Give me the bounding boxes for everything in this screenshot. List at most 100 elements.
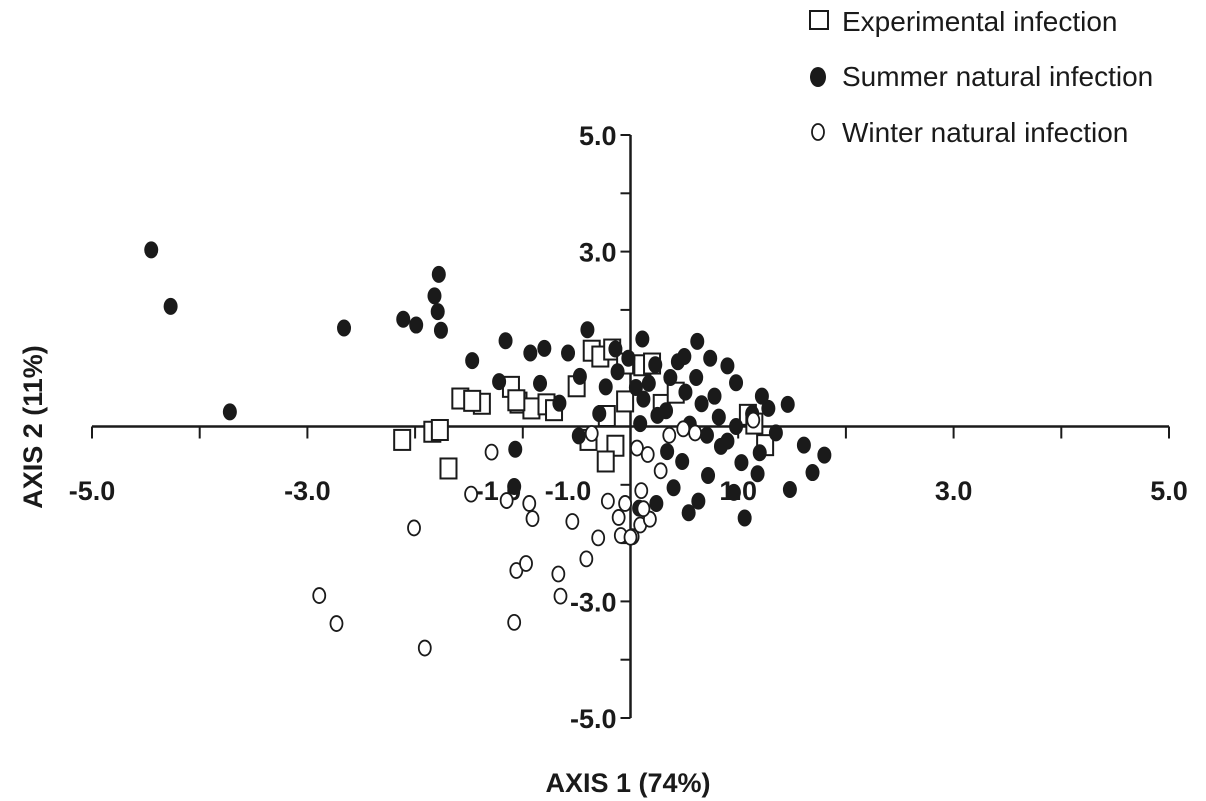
summer-natural-infection-point — [537, 339, 552, 357]
legend-item-winter: Winter natural infection — [811, 117, 1128, 148]
summer-natural-infection-point — [750, 465, 765, 483]
summer-natural-infection-point — [754, 387, 769, 405]
winter-natural-infection-point — [653, 462, 668, 480]
summer-natural-infection-point — [222, 403, 237, 421]
summer-natural-infection-point — [580, 321, 595, 339]
winter-natural-infection-point — [464, 485, 479, 503]
winter-natural-infection-point — [591, 529, 606, 547]
winter-natural-infection-point — [407, 519, 421, 537]
winter-natural-infection-point — [312, 587, 327, 604]
legend-filled-circle-icon — [810, 67, 826, 87]
summer-natural-infection-point — [720, 357, 735, 375]
summer-natural-infection-point — [492, 373, 507, 391]
summer-natural-infection-point — [752, 444, 767, 462]
winter-natural-infection-point — [579, 550, 594, 568]
legend-label-summer: Summer natural infection — [842, 61, 1153, 92]
y-tick-label: -3.0 — [570, 587, 617, 617]
summer-natural-infection-point — [571, 427, 586, 445]
x-tick-label: -3.0 — [284, 476, 331, 506]
summer-natural-infection-point — [729, 418, 744, 435]
winter-natural-infection-point — [522, 495, 537, 512]
summer-natural-infection-point — [711, 408, 726, 426]
y-tick-label: 3.0 — [579, 238, 617, 268]
summer-natural-infection-point — [782, 480, 797, 498]
summer-natural-infection-point — [648, 356, 663, 374]
summer-natural-infection-point — [465, 352, 480, 370]
summer-natural-infection-point — [561, 344, 576, 362]
summer-natural-infection-point — [663, 369, 678, 387]
summer-natural-infection-point — [726, 483, 741, 501]
x-tick-label: 5.0 — [1150, 476, 1188, 506]
summer-natural-infection-point — [337, 319, 352, 337]
experimental-infection-point — [430, 418, 449, 441]
winter-natural-infection-point — [676, 420, 691, 438]
summer-natural-infection-point — [703, 349, 718, 367]
legend: Experimental infection Summer natural in… — [809, 6, 1153, 148]
summer-natural-infection-point — [650, 406, 665, 424]
experimental-infection-point — [616, 390, 635, 413]
winter-natural-infection-point — [600, 492, 615, 510]
legend-label-winter: Winter natural infection — [842, 117, 1128, 148]
summer-natural-infection-point — [675, 452, 690, 470]
summer-natural-infection-point — [817, 446, 832, 464]
winter-natural-infection-point — [553, 587, 568, 605]
summer-natural-infection-point — [427, 287, 442, 305]
summer-natural-infection-point — [396, 310, 411, 328]
summer-natural-infection-point — [507, 478, 522, 496]
winter-natural-infection-point — [525, 510, 540, 528]
experimental-infection-point — [393, 428, 412, 451]
experimental-infection-point — [522, 397, 541, 420]
experimental-infection-point — [439, 457, 458, 480]
summer-natural-infection-point — [610, 363, 625, 381]
data-points — [144, 241, 832, 657]
summer-natural-infection-point — [572, 367, 587, 385]
x-tick-label: -1.0 — [545, 476, 592, 506]
winter-natural-infection-point — [565, 513, 580, 530]
winter-natural-infection-point — [611, 509, 626, 526]
y-axis-title: AXIS 2 (11%) — [18, 345, 48, 509]
winter-natural-infection-point — [630, 439, 644, 457]
x-tick-label: -5.0 — [69, 476, 116, 506]
winter-natural-infection-point — [636, 500, 651, 518]
winter-natural-infection-point — [417, 639, 432, 657]
summer-natural-infection-point — [649, 494, 664, 512]
summer-natural-infection-point — [701, 466, 716, 484]
experimental-infection-point — [507, 389, 526, 412]
summer-natural-infection-point — [729, 374, 744, 392]
summer-natural-infection-point — [660, 443, 675, 461]
summer-natural-infection-point — [628, 378, 643, 396]
x-ticks: -5.0-3.0-1.0-1.01.03.05.0 — [69, 426, 1188, 506]
winter-natural-infection-point — [688, 424, 703, 442]
summer-natural-infection-point — [694, 395, 709, 413]
summer-natural-infection-point — [641, 374, 656, 392]
summer-natural-infection-point — [633, 415, 648, 433]
summer-natural-infection-point — [433, 321, 448, 339]
legend-label-experimental: Experimental infection — [842, 6, 1117, 37]
winter-natural-infection-point — [640, 446, 655, 463]
axes: -5.0-3.0-1.0-1.01.03.05.0 5.03.0-3.0-5.0 — [69, 121, 1188, 734]
summer-natural-infection-point — [592, 405, 607, 423]
summer-natural-infection-point — [636, 390, 651, 408]
summer-natural-infection-point — [690, 332, 705, 350]
winter-natural-infection-point — [484, 443, 499, 461]
summer-natural-infection-point — [523, 344, 538, 362]
summer-natural-infection-point — [430, 303, 445, 321]
summer-natural-infection-point — [431, 265, 446, 283]
summer-natural-infection-point — [681, 504, 696, 522]
summer-natural-infection-point — [144, 241, 159, 259]
summer-natural-infection-point — [691, 492, 706, 510]
summer-natural-infection-point — [635, 330, 650, 348]
legend-item-summer: Summer natural infection — [810, 61, 1153, 92]
winter-natural-infection-point — [507, 613, 522, 631]
summer-natural-infection-point — [621, 349, 636, 367]
winter-natural-infection-point — [623, 528, 638, 546]
winter-natural-infection-point — [519, 555, 533, 572]
summer-natural-infection-point — [666, 479, 681, 497]
summer-natural-infection-point — [409, 316, 424, 334]
y-ticks: 5.0 3.0 -3.0 -5.0 — [570, 121, 631, 734]
summer-natural-infection-point — [163, 297, 178, 315]
summer-natural-infection-point — [796, 436, 811, 454]
summer-natural-infection-point — [734, 454, 749, 472]
x-tick-label: 3.0 — [935, 476, 973, 506]
summer-natural-infection-point — [805, 464, 820, 482]
